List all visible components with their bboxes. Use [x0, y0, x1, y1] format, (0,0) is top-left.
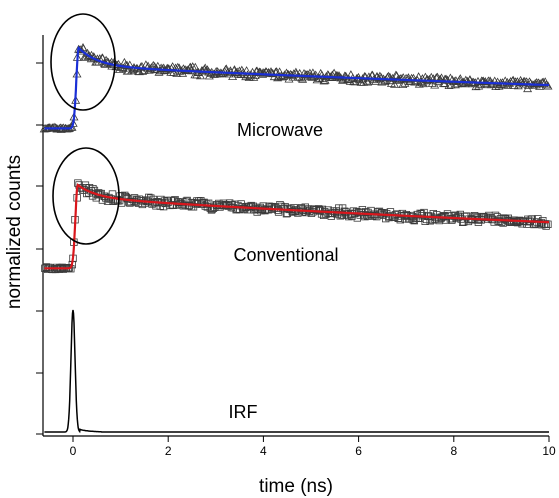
x-tick-label: 6 [355, 444, 362, 458]
data-point-triangle [115, 64, 124, 73]
data-point-triangle [363, 77, 373, 86]
data-point-square [257, 206, 265, 215]
microwave-fit-line [44, 45, 550, 130]
data-point-triangle [196, 71, 205, 80]
data-point-triangle [376, 73, 386, 82]
data-point-triangle [444, 80, 454, 89]
data-point-triangle [443, 75, 452, 84]
x-ticks: 0 2 4 6 8 10 [70, 436, 556, 458]
data-point-triangle [298, 74, 308, 83]
series-layer [39, 42, 553, 434]
data-point-square [276, 200, 284, 209]
x-tick-label: 4 [260, 444, 267, 458]
data-point-triangle [302, 70, 312, 79]
data-point-triangle [67, 122, 77, 131]
data-point-triangle [390, 79, 399, 88]
axes [36, 35, 549, 437]
highlight-ellipse-microwave [50, 13, 116, 111]
data-point-triangle [535, 81, 545, 90]
data-point-triangle [312, 75, 322, 84]
data-point-triangle [264, 68, 274, 77]
data-point-triangle [401, 73, 411, 82]
data-point-triangle [258, 68, 268, 77]
x-tick-label: 8 [450, 444, 457, 458]
x-tick-label: 10 [542, 444, 556, 458]
data-point-triangle [162, 63, 172, 72]
data-point-triangle [139, 65, 149, 74]
data-point-square [368, 212, 377, 220]
microwave-series [39, 42, 553, 133]
data-point-square [315, 206, 324, 214]
data-point-triangle [334, 71, 344, 80]
data-point-triangle [172, 68, 182, 77]
data-point-square [507, 218, 516, 226]
highlight-ellipse-conventional [52, 147, 120, 245]
data-point-triangle [427, 78, 437, 87]
x-tick-label: 2 [165, 444, 172, 458]
data-point-triangle [516, 77, 526, 86]
data-point-triangle [317, 70, 327, 79]
data-point-triangle [398, 79, 408, 88]
y-axis-title: normalized counts [4, 155, 25, 309]
data-point-triangle [474, 81, 484, 90]
x-tick-label: 0 [70, 444, 77, 458]
data-point-triangle [137, 61, 147, 70]
data-point-triangle [462, 76, 472, 85]
annotation-conventional: Conventional [233, 245, 338, 265]
data-point-triangle [188, 62, 198, 71]
data-point-triangle [502, 77, 512, 86]
data-point-triangle [364, 72, 374, 81]
data-point-square [304, 205, 313, 213]
data-point-triangle [192, 70, 202, 79]
data-point-triangle [385, 72, 395, 81]
irf-line [44, 309, 549, 434]
conventional-fit-line [44, 183, 549, 270]
data-point-square [513, 218, 522, 227]
annotation-microwave: Microwave [237, 120, 323, 140]
data-point-square [228, 201, 236, 209]
data-point-square [142, 196, 150, 204]
data-point-triangle [410, 77, 420, 86]
data-point-triangle [471, 82, 481, 91]
x-axis-title: time (ns) [259, 476, 333, 497]
data-point-triangle [319, 76, 329, 85]
annotation-irf: IRF [229, 402, 258, 422]
conventional-series [41, 179, 552, 274]
